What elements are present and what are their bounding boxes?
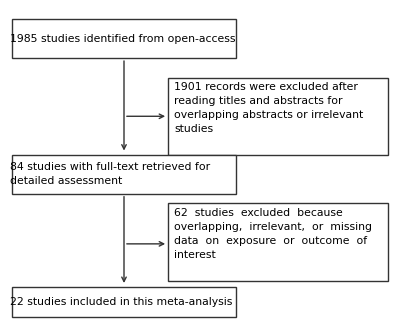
Text: 1901 records were excluded after
reading titles and abstracts for
overlapping ab: 1901 records were excluded after reading… (174, 82, 363, 134)
FancyBboxPatch shape (168, 78, 388, 155)
FancyBboxPatch shape (12, 19, 236, 58)
FancyBboxPatch shape (12, 155, 236, 194)
FancyBboxPatch shape (168, 203, 388, 281)
Text: 62  studies  excluded  because
overlapping,  irrelevant,  or  missing
data  on  : 62 studies excluded because overlapping,… (174, 208, 372, 260)
Text: 1985 studies identified from open-access: 1985 studies identified from open-access (10, 34, 236, 44)
FancyBboxPatch shape (12, 287, 236, 317)
Text: 22 studies included in this meta-analysis: 22 studies included in this meta-analysi… (10, 297, 232, 307)
Text: 84 studies with full-text retrieved for
detailed assessment: 84 studies with full-text retrieved for … (10, 162, 210, 186)
